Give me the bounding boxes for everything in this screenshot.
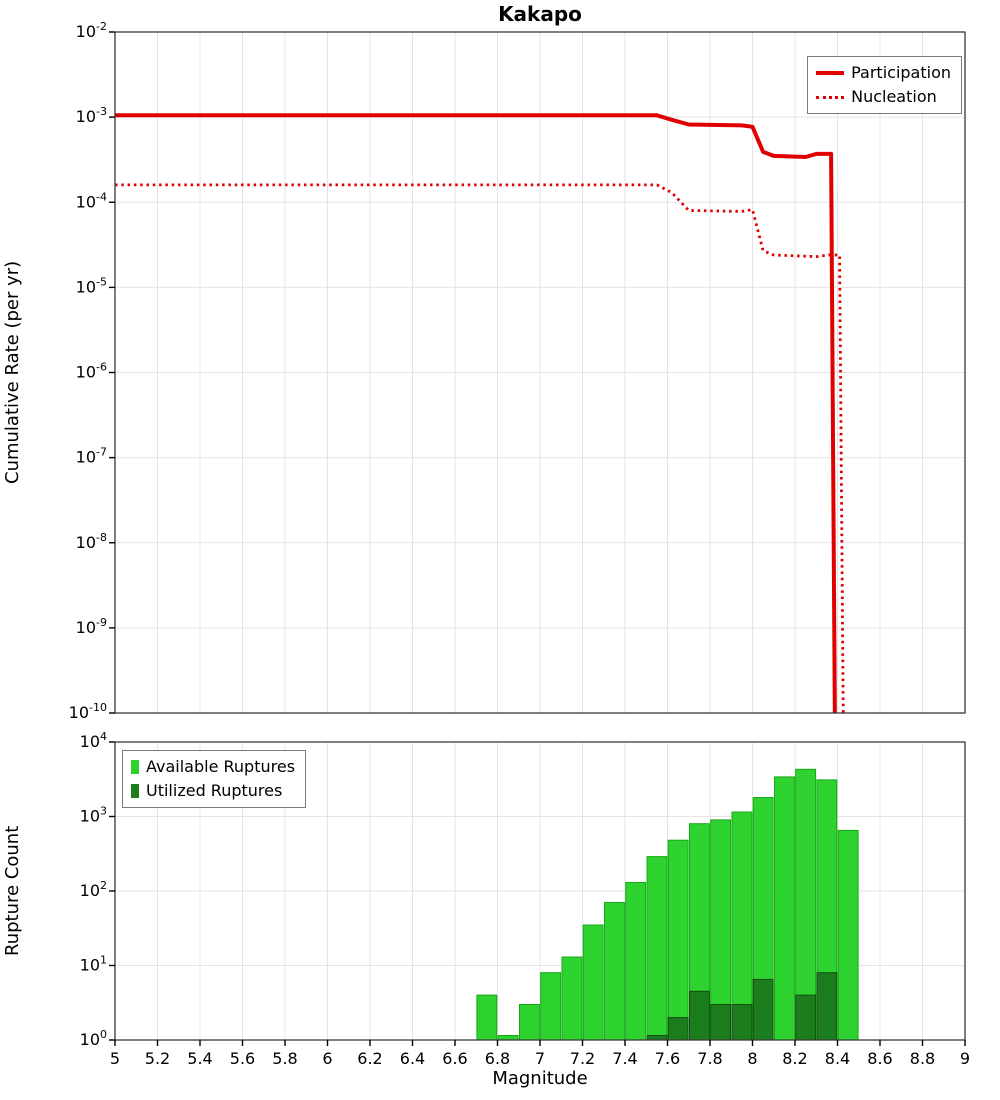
svg-text:101: 101 <box>80 954 107 975</box>
svg-text:100: 100 <box>80 1028 107 1049</box>
legend-item-utilized: Utilized Ruptures <box>131 779 295 803</box>
legend-item-participation: Participation <box>816 61 951 85</box>
svg-text:7.2: 7.2 <box>570 1049 595 1068</box>
nucleation-legend-label: Nucleation <box>851 87 937 106</box>
svg-text:8.4: 8.4 <box>825 1049 850 1068</box>
svg-text:104: 104 <box>80 730 107 751</box>
svg-text:10-8: 10-8 <box>76 531 107 552</box>
svg-text:10-4: 10-4 <box>76 190 107 211</box>
cumulative-rate-chart: 10-10 10-9 10-8 10-7 10-6 10-5 10-4 10-3 10-2 <box>69 20 966 722</box>
svg-text:6.6: 6.6 <box>442 1049 467 1068</box>
participation-legend-label: Participation <box>851 63 951 82</box>
rate-legend: Participation Nucleation <box>807 56 962 114</box>
svg-text:10-5: 10-5 <box>76 275 107 296</box>
svg-text:5.8: 5.8 <box>272 1049 297 1068</box>
svg-text:6.4: 6.4 <box>400 1049 425 1068</box>
svg-text:10-3: 10-3 <box>76 105 107 126</box>
x-axis-label-magnitude: Magnitude <box>492 1068 588 1089</box>
svg-text:10-6: 10-6 <box>76 361 107 382</box>
nucleation-line-sample <box>816 95 845 99</box>
svg-text:10-2: 10-2 <box>76 20 107 41</box>
svg-text:7: 7 <box>535 1049 545 1068</box>
svg-text:10-9: 10-9 <box>76 616 107 637</box>
svg-text:8: 8 <box>747 1049 757 1068</box>
svg-text:103: 103 <box>80 805 107 826</box>
svg-text:10-7: 10-7 <box>76 446 107 467</box>
svg-text:8.2: 8.2 <box>782 1049 807 1068</box>
svg-text:102: 102 <box>80 879 107 900</box>
participation-line-sample <box>816 71 845 75</box>
svg-text:7.8: 7.8 <box>697 1049 722 1068</box>
svg-text:8.6: 8.6 <box>867 1049 892 1068</box>
svg-text:5: 5 <box>110 1049 120 1068</box>
rupture-legend: Available Ruptures Utilized Ruptures <box>122 750 307 808</box>
svg-text:5.4: 5.4 <box>187 1049 212 1068</box>
svg-text:6: 6 <box>322 1049 332 1068</box>
legend-item-nucleation: Nucleation <box>816 85 951 109</box>
svg-text:7.6: 7.6 <box>655 1049 680 1068</box>
legend-item-available: Available Ruptures <box>131 755 295 779</box>
svg-text:5.2: 5.2 <box>145 1049 170 1068</box>
svg-text:6.8: 6.8 <box>485 1049 510 1068</box>
svg-text:6.2: 6.2 <box>357 1049 382 1068</box>
chart-title: Kakapo <box>498 2 582 26</box>
svg-text:9: 9 <box>960 1049 970 1068</box>
utilized-ruptures-swatch <box>131 784 139 798</box>
svg-text:5.6: 5.6 <box>230 1049 255 1068</box>
svg-text:10-10: 10-10 <box>69 701 107 722</box>
utilized-legend-label: Utilized Ruptures <box>146 781 283 800</box>
available-ruptures-swatch <box>131 760 139 774</box>
svg-text:7.4: 7.4 <box>612 1049 637 1068</box>
available-legend-label: Available Ruptures <box>146 757 296 776</box>
svg-text:8.8: 8.8 <box>910 1049 935 1068</box>
rupture-count-chart: 100 101 102 103 104 5 5.2 5.4 5.6 5.8 6 6.2 6.4 6.6 6.… <box>80 730 970 1068</box>
